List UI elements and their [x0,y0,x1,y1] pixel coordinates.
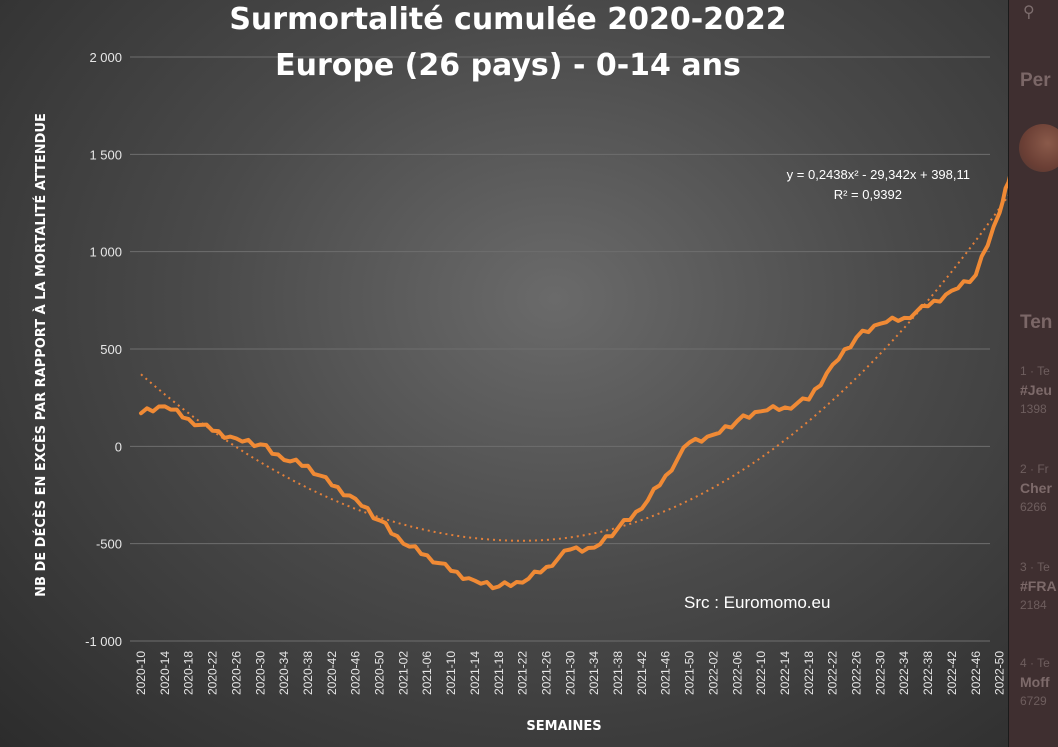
x-tick-label: 2021-18 [492,651,506,695]
x-tick-label: 2020-14 [158,651,172,695]
chart-panel: 2 000 1 500 1 000 500 0 -500 -1 000 2020-10 202… [0,0,1009,747]
x-tick-label: 2020-26 [229,651,243,695]
x-tick-label: 2022-26 [850,651,864,695]
x-tick-label: 2020-22 [206,651,220,695]
trend-label: #FRA [1020,578,1057,594]
y-axis: 2 000 1 500 1 000 500 0 -500 -1 000 [85,50,122,649]
x-tick-label: 2022-46 [969,651,983,695]
trend-label: #Jeu [1020,382,1052,398]
trendline [140,194,1008,542]
x-tick-label: 2020-30 [253,651,267,695]
x-tick-label: 2022-34 [897,651,911,695]
x-tick-label: 2020-42 [325,651,339,695]
trend-count: 2184 [1020,598,1047,612]
x-tick-label: 2020-50 [373,651,387,695]
x-tick-label: 2021-10 [444,651,458,695]
x-tick-label: 2021-14 [468,651,482,695]
x-tick-label: 2020-34 [277,651,291,695]
x-tick-label: 2020-46 [349,651,363,695]
x-tick-label: 2021-50 [683,651,697,695]
x-tick-label: 2022-02 [706,651,720,695]
x-tick-label: 2021-42 [635,651,649,695]
chart-title: Surmortalité cumulée 2020-2022 [229,2,786,37]
trend-meta: 2 · Fr [1020,462,1049,476]
trend-count: 6266 [1020,500,1047,514]
x-tick-label: 2022-50 [993,651,1007,695]
trendline-equation: y = 0,2438x² - 29,342x + 398,11 [787,167,970,182]
search-icon[interactable]: ⚲ [1023,4,1035,21]
x-tick-label: 2021-26 [539,651,553,695]
x-axis: 2020-10 2020-14 2020-18 2020-22 2020-26 2020-… [134,651,1007,695]
chart-subtitle: Europe (26 pays) - 0-14 ans [275,48,741,83]
x-tick-label: 2022-06 [730,651,744,695]
x-tick-label: 2020-18 [182,651,196,695]
source-note: Src : Euromomo.eu [684,593,830,612]
trend-meta: 1 · Te [1020,364,1050,378]
y-tick-label: 1 000 [89,245,122,260]
trendline-r2: R² = 0,9392 [834,187,902,202]
x-axis-title: SEMAINES [526,719,601,734]
sidebar-heading: Ten [1020,312,1053,333]
x-tick-label: 2021-46 [659,651,673,695]
trend-count: 1398 [1020,402,1047,416]
x-tick-label: 2020-10 [134,651,148,695]
y-tick-label: 0 [115,439,122,454]
y-axis-title: NB DE DÉCÈS EN EXCÈS PAR RAPPORT À LA MO… [33,113,49,597]
avatar[interactable] [1019,124,1058,172]
x-tick-label: 2022-10 [754,651,768,695]
trend-item[interactable]: 2 · Fr Cher 6266 [1020,462,1052,514]
y-tick-label: -500 [96,537,122,552]
trend-count: 6729 [1020,694,1047,708]
series-line [139,175,1008,591]
trend-item[interactable]: 4 · Te Moff 6729 [1020,656,1050,708]
y-tick-label: -1 000 [85,634,122,649]
x-tick-label: 2021-06 [420,651,434,695]
trend-item[interactable]: 3 · Te #FRA 2184 [1020,560,1057,612]
trend-meta: 4 · Te [1020,656,1050,670]
y-tick-label: 2 000 [89,50,122,65]
x-tick-label: 2022-22 [826,651,840,695]
x-tick-label: 2022-18 [802,651,816,695]
x-tick-label: 2022-14 [778,651,792,695]
trend-label: Moff [1020,674,1050,690]
y-tick-label: 1 500 [89,147,122,162]
trend-item[interactable]: 1 · Te #Jeu 1398 [1020,364,1052,416]
x-tick-label: 2021-30 [563,651,577,695]
x-tick-label: 2021-02 [396,651,410,695]
x-tick-label: 2021-22 [516,651,530,695]
sidebar: ⚲ Per Ten 1 · Te #Jeu 1398 2 · Fr Cher 6… [1009,0,1058,747]
x-tick-label: 2022-38 [921,651,935,695]
trend-label: Cher [1020,480,1052,496]
sidebar-heading: Per [1020,70,1051,91]
x-tick-label: 2020-38 [301,651,315,695]
x-tick-label: 2022-42 [945,651,959,695]
x-tick-label: 2022-30 [873,651,887,695]
trend-meta: 3 · Te [1020,560,1050,574]
x-tick-label: 2021-34 [587,651,601,695]
x-tick-label: 2021-38 [611,651,625,695]
y-tick-label: 500 [100,342,122,357]
